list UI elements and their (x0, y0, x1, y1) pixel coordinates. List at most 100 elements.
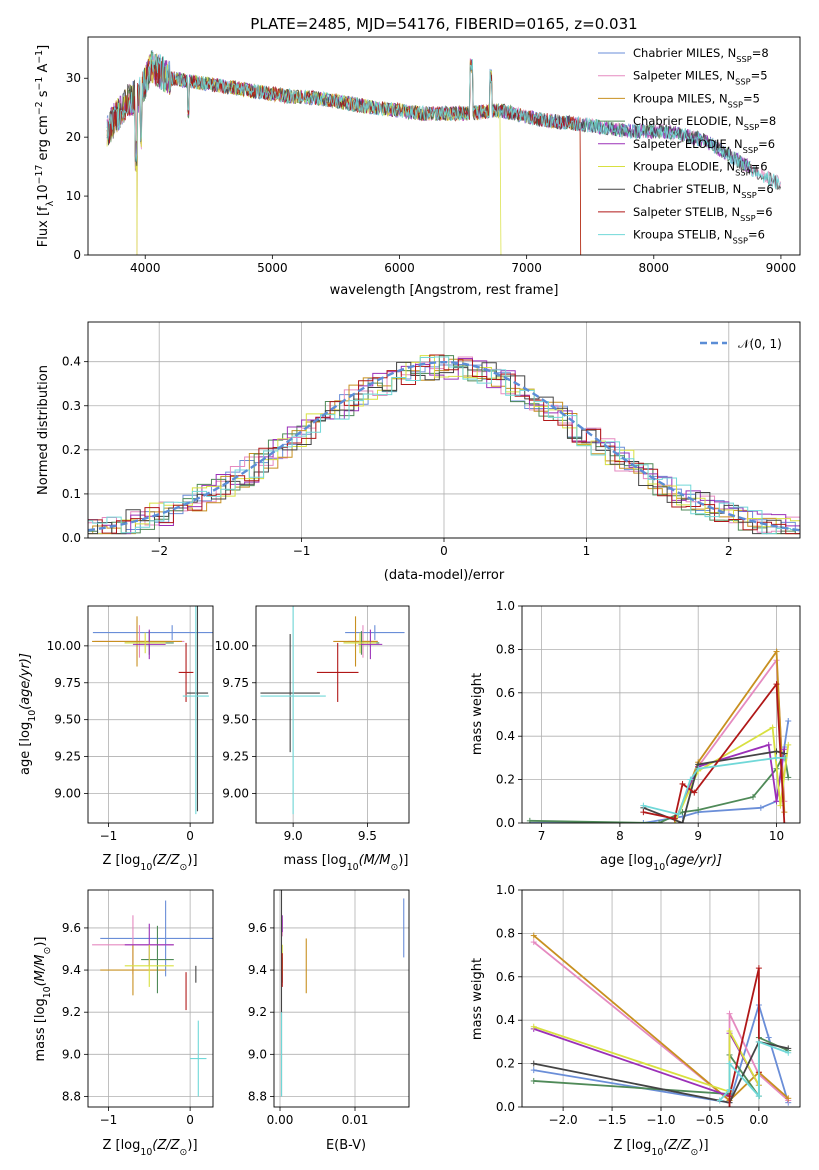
label-part: 10 (347, 862, 359, 873)
series-line-2 (533, 934, 789, 1102)
y-tick-label: 9.6 (248, 921, 267, 935)
histogram-8 (88, 356, 800, 535)
label-part: Salpeter ELODIE, N (633, 137, 743, 151)
x-axis-label: Z [log10(Z/Z⊙)] (613, 1138, 708, 1158)
legend-label: Kroupa MILES, NSSP=5 (633, 91, 760, 109)
label-part: =6 (751, 160, 768, 174)
label-part: )] (33, 937, 48, 947)
y-tick-label: 0.0 (496, 1100, 515, 1114)
y-axis-label: Flux [fλ10−17 erg cm−2 s−1 A−1] (34, 45, 56, 247)
x-axis-label: Z [log10(Z/Z⊙)] (102, 853, 197, 873)
legend-label: Salpeter MILES, NSSP=5 (633, 69, 768, 87)
label-part: mass [log (33, 998, 48, 1061)
label-part: Kroupa STELIB, N (633, 228, 733, 242)
label-part: 10 (36, 184, 51, 201)
y-tick-label: 9.25 (222, 750, 249, 764)
label-part: 10 (653, 862, 665, 873)
label-part: SSP (741, 190, 756, 200)
label-part: =8 (759, 114, 776, 128)
series-line-2 (673, 648, 786, 823)
y-tick-label: 0.2 (496, 773, 515, 787)
y-tick-label: 8.8 (248, 1089, 267, 1103)
y-tick-label: 9.0 (248, 1047, 267, 1061)
x-axis-label: mass [log10(M/M⊙)] (284, 853, 409, 873)
series-line-5 (533, 1025, 760, 1094)
label-part: SSP (728, 99, 743, 109)
x-tick-label: 8000 (639, 261, 670, 275)
label-part: Chabrier MILES, N (633, 46, 736, 60)
label-part: mass [log (284, 853, 347, 868)
y-tick-label: 9.75 (54, 676, 81, 690)
x-axis-label: wavelength [Angstrom, rest frame] (330, 283, 559, 298)
x-tick-label: 4000 (130, 261, 161, 275)
y-tick-label: 0.8 (496, 642, 515, 656)
series-line-7 (643, 681, 786, 823)
y-tick-label: 9.4 (248, 963, 267, 977)
series-line-6 (643, 750, 785, 823)
label-part: (M/M (33, 955, 48, 987)
label-part: )] (398, 853, 408, 868)
legend-label: 𝒩(0, 1) (738, 337, 782, 351)
legend-label: Salpeter ELODIE, NSSP=6 (633, 137, 775, 155)
legend-label: Kroupa ELODIE, NSSP=6 (633, 160, 768, 178)
label-part: )] (698, 1138, 708, 1153)
spectrum-line-4 (106, 54, 751, 173)
label-part: ⊙ (691, 1147, 699, 1158)
x-axis-label: E(B-V) (326, 1138, 366, 1153)
y-tick-label: 9.50 (222, 713, 249, 727)
x-tick-label: 0.00 (267, 1113, 294, 1127)
plot-area (260, 606, 405, 815)
x-tick-label: 0 (186, 1113, 194, 1127)
label-part: 10 (651, 1147, 663, 1158)
x-tick-label: −1.0 (646, 1113, 675, 1127)
axes-mass-vs-Z: −1 08.89.09.29.49.6Z [log10(Z/Z⊙)]mass [l… (33, 889, 214, 1158)
x-tick-label: 7 (538, 829, 546, 843)
series-line-1 (673, 657, 786, 823)
label-part: A (36, 64, 51, 77)
label-part: Z [log (102, 1138, 140, 1153)
y-tick-label: 0.6 (496, 970, 515, 984)
label-part: SSP (743, 145, 758, 155)
plot-area (92, 900, 213, 1097)
plot-area (88, 354, 800, 535)
histogram-5 (88, 355, 800, 535)
label-part: (Z/Z (152, 1138, 180, 1153)
x-tick-label: −1 (293, 544, 311, 558)
label-part: SSP (736, 54, 751, 64)
legend-label: Kroupa STELIB, NSSP=6 (633, 228, 765, 246)
legend-label: Chabrier ELODIE, NSSP=8 (633, 114, 776, 132)
label-part: ⊙ (180, 862, 188, 873)
series-line-7 (728, 967, 760, 1107)
y-tick-label: 10 (66, 189, 81, 203)
series-line-3 (529, 750, 790, 823)
label-part: Kroupa MILES, N (633, 91, 728, 105)
label-part: 10 (42, 986, 53, 998)
axes-mass-vs-ebv: 0.00 0.01 8.8 9.0 9.2 9.4 9.6 E(B-V) (248, 889, 410, 1153)
label-part: =6 (756, 205, 773, 219)
y-tick-label: 0.2 (496, 1057, 515, 1071)
label-part: Kroupa ELODIE, N (633, 160, 735, 174)
x-tick-label: 9.5 (358, 829, 377, 843)
plot-area (530, 932, 792, 1107)
label-part: Flux [f (36, 206, 51, 247)
x-axis-label: age [log10(age/yr)] (600, 853, 722, 873)
x-tick-label: −1 (100, 1113, 118, 1127)
y-tick-label: 0.2 (62, 443, 81, 457)
spectrum-line-7 (106, 57, 582, 255)
y-tick-label: 9.0 (62, 1047, 81, 1061)
x-tick-label: 0.01 (342, 1113, 369, 1127)
label-part: −1 (34, 50, 45, 64)
label-part: erg cm (36, 115, 51, 164)
label-part: =5 (751, 69, 768, 83)
y-tick-label: 10.00 (47, 639, 81, 653)
x-tick-label: 1 (583, 544, 591, 558)
label-part: ] (36, 45, 51, 50)
y-tick-label: 9.6 (62, 921, 81, 935)
x-tick-label: −2.0 (549, 1113, 578, 1127)
label-part: ⊙ (180, 1147, 188, 1158)
x-tick-label: 9000 (766, 261, 797, 275)
y-tick-label: 9.50 (54, 713, 81, 727)
